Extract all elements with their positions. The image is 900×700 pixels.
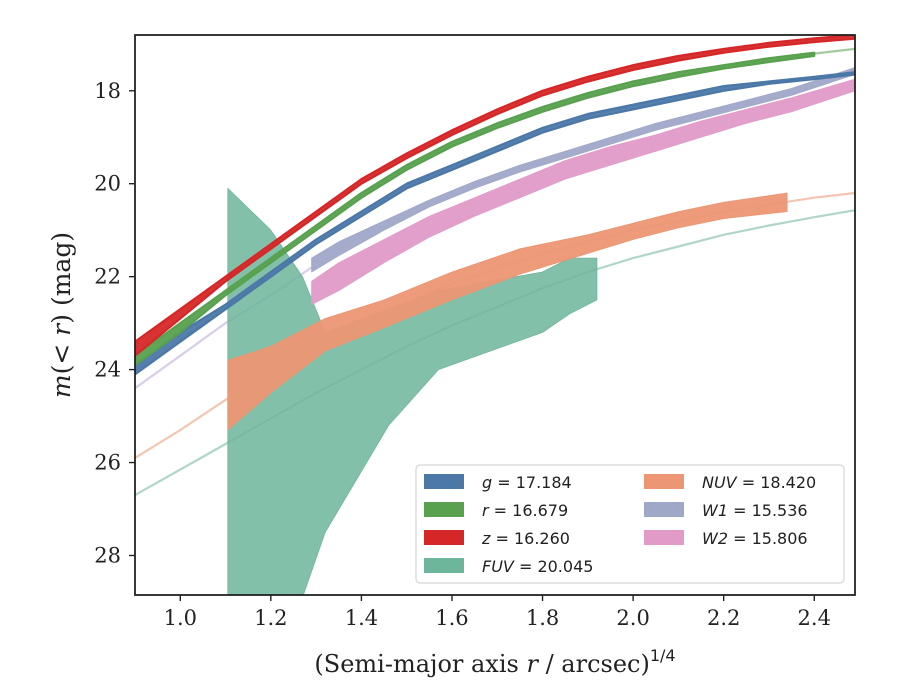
- y-axis-ticks: 18 20 22 24 26 28: [94, 79, 135, 567]
- y-tick-label: 26: [94, 451, 121, 475]
- y-tick-label: 24: [94, 358, 121, 382]
- legend-swatch-w1: [644, 502, 684, 517]
- y-tick-label: 20: [94, 172, 121, 196]
- x-tick-label: 1.4: [345, 606, 378, 630]
- plot-area: [134, 34, 856, 596]
- legend-label-w2: W2 = 15.806: [702, 529, 808, 548]
- x-tick-label: 1.0: [164, 606, 197, 630]
- legend-label-r: r = 16.679: [482, 501, 568, 520]
- series-bands: [135, 35, 855, 595]
- legend-swatch-r: [424, 502, 464, 517]
- x-tick-label: 1.8: [526, 606, 559, 630]
- x-tick-label: 2.4: [798, 606, 831, 630]
- legend-swatch-nuv: [644, 474, 684, 489]
- axes-frame: [134, 34, 856, 596]
- legend-label-g: g = 17.184: [482, 473, 572, 492]
- legend-label-nuv: NUV = 18.420: [702, 473, 816, 492]
- legend-swatch-fuv: [424, 558, 464, 573]
- x-tick-label: 2.0: [616, 606, 649, 630]
- x-tick-label: 1.6: [435, 606, 468, 630]
- legend-label-w1: W1 = 15.536: [702, 501, 808, 520]
- y-tick-label: 22: [94, 265, 121, 289]
- series-w2-band: [311, 78, 855, 305]
- series-w1-band: [311, 67, 855, 273]
- y-tick-label: 28: [94, 543, 121, 567]
- legend: g = 17.184 r = 16.679 z = 16.260 FUV = 20.0…: [415, 464, 845, 584]
- series-r-band: [135, 51, 816, 367]
- y-axis-label: m(< r) (mag): [47, 232, 76, 398]
- series-z-band: [135, 35, 855, 357]
- legend-swatch-g: [424, 474, 464, 489]
- x-tick-label: 1.2: [254, 606, 287, 630]
- series-nuv-band: [227, 192, 788, 431]
- legend-box: [415, 464, 845, 584]
- legend-label-z: z = 16.260: [481, 529, 570, 548]
- y-tick-label: 18: [94, 79, 121, 103]
- x-axis-label: (Semi-major axis r / arcsec)1/4: [314, 646, 675, 678]
- series-g-band: [135, 71, 855, 376]
- x-tick-label: 2.2: [707, 606, 740, 630]
- legend-swatch-z: [424, 530, 464, 545]
- legend-label-fuv: FUV = 20.045: [482, 557, 593, 576]
- x-axis-ticks: 1.0 1.2 1.4 1.6 1.8 2.0 2.2 2.4: [164, 595, 831, 630]
- series-r-extrapolation: [814, 47, 855, 55]
- legend-swatch-w2: [644, 530, 684, 545]
